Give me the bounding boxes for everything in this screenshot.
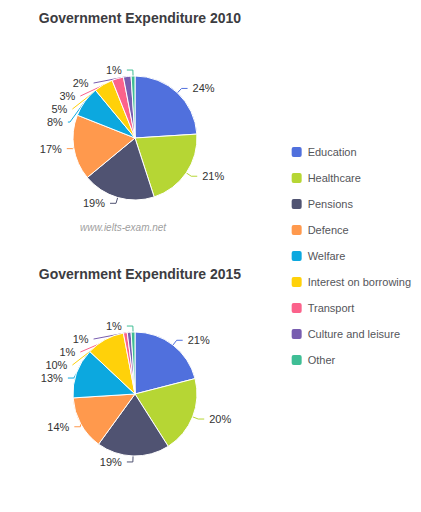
- svg-text:Transport: Transport: [308, 302, 355, 314]
- svg-text:Defence: Defence: [308, 224, 349, 236]
- svg-text:8%: 8%: [47, 116, 63, 128]
- svg-text:1%: 1%: [106, 64, 122, 76]
- svg-text:20%: 20%: [209, 413, 231, 425]
- svg-text:24%: 24%: [193, 82, 215, 94]
- svg-text:Pensions: Pensions: [308, 198, 354, 210]
- svg-text:1%: 1%: [73, 333, 89, 345]
- svg-text:www.ielts-exam.net: www.ielts-exam.net: [80, 222, 167, 233]
- svg-text:14%: 14%: [47, 421, 69, 433]
- svg-text:19%: 19%: [100, 456, 122, 468]
- svg-text:2%: 2%: [73, 77, 89, 89]
- svg-text:Healthcare: Healthcare: [308, 172, 361, 184]
- svg-text:3%: 3%: [59, 90, 75, 102]
- svg-text:21%: 21%: [188, 334, 210, 346]
- svg-text:Government Expenditure 2015: Government Expenditure 2015: [39, 266, 242, 282]
- svg-text:1%: 1%: [106, 320, 122, 332]
- svg-text:Other: Other: [308, 354, 336, 366]
- svg-text:21%: 21%: [202, 170, 224, 182]
- svg-text:Welfare: Welfare: [308, 250, 346, 262]
- svg-text:17%: 17%: [40, 143, 62, 155]
- svg-text:19%: 19%: [83, 197, 105, 209]
- svg-text:Government Expenditure 2010: Government Expenditure 2010: [39, 10, 242, 26]
- svg-text:5%: 5%: [52, 103, 68, 115]
- svg-text:Education: Education: [308, 146, 357, 158]
- svg-text:1%: 1%: [59, 346, 75, 358]
- svg-text:Culture and leisure: Culture and leisure: [308, 328, 400, 340]
- svg-text:10%: 10%: [45, 359, 67, 371]
- svg-text:Interest on borrowing: Interest on borrowing: [308, 276, 411, 288]
- svg-text:13%: 13%: [41, 372, 63, 384]
